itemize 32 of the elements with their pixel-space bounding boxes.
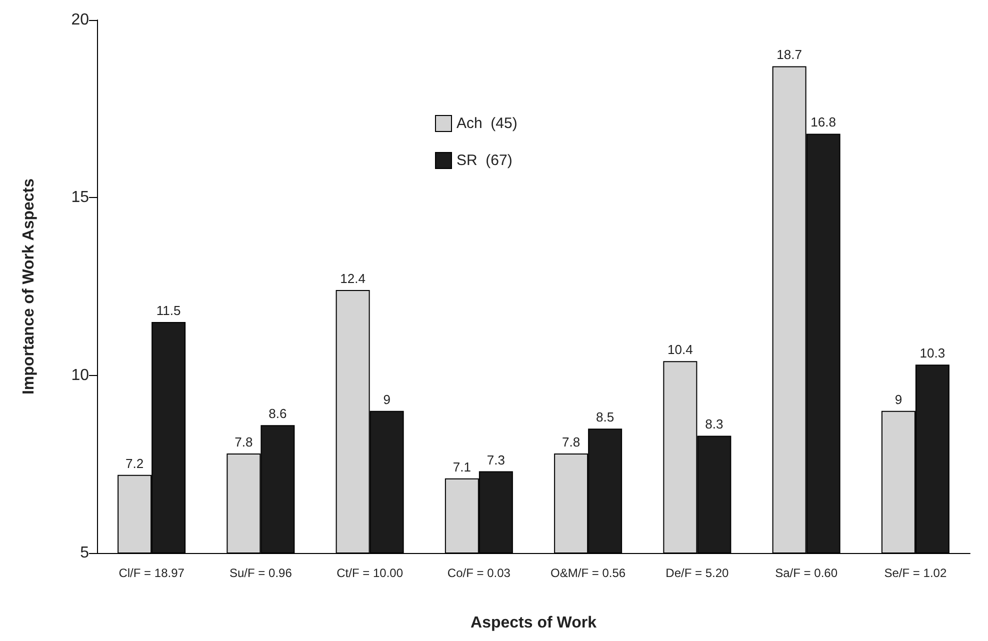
data-label: 11.5	[156, 303, 181, 318]
data-label: 10.4	[668, 342, 693, 358]
data-label: 9	[383, 392, 390, 407]
y-tick-label: 15	[71, 189, 90, 206]
y-tick-label: 5	[80, 544, 90, 562]
y-tick-label: 20	[71, 12, 90, 28]
data-label: 7.2	[126, 456, 144, 471]
x-tick-label: Ct/F = 10.00	[336, 566, 404, 580]
x-axis-title: Aspects of Work	[470, 614, 597, 632]
data-label: 8.5	[596, 410, 614, 425]
data-label: 8.3	[705, 416, 724, 432]
data-label: 12.4	[340, 271, 366, 286]
data-label: 7.1	[452, 459, 471, 474]
data-label: 16.8	[810, 114, 836, 130]
x-tick-label: Co/F = 0.03	[447, 566, 511, 580]
x-tick-label: Se/F = 1.02	[884, 566, 947, 580]
x-tick-label: Su/F = 0.96	[230, 566, 292, 580]
x-tick-label: O&M/F = 0.56	[550, 566, 626, 580]
x-tick-label: Sa/F = 0.60	[775, 566, 838, 580]
legend-label: Ach (45)	[456, 115, 518, 132]
y-tick-label: 10	[71, 366, 90, 384]
data-label: 18.7	[776, 47, 802, 62]
x-tick-label: De/F = 5.20	[666, 566, 730, 580]
data-label: 7.3	[486, 452, 505, 468]
legend-label: SR (67)	[456, 152, 512, 169]
data-label: 7.8	[562, 434, 580, 450]
data-label: 7.8	[234, 434, 253, 450]
y-axis-title: Importance of Work Aspects	[20, 178, 38, 395]
x-tick-label: Cl/F = 18.97	[118, 566, 185, 580]
data-label: 10.3	[920, 346, 946, 361]
data-label: 8.6	[268, 406, 287, 422]
data-label: 9	[894, 392, 902, 407]
